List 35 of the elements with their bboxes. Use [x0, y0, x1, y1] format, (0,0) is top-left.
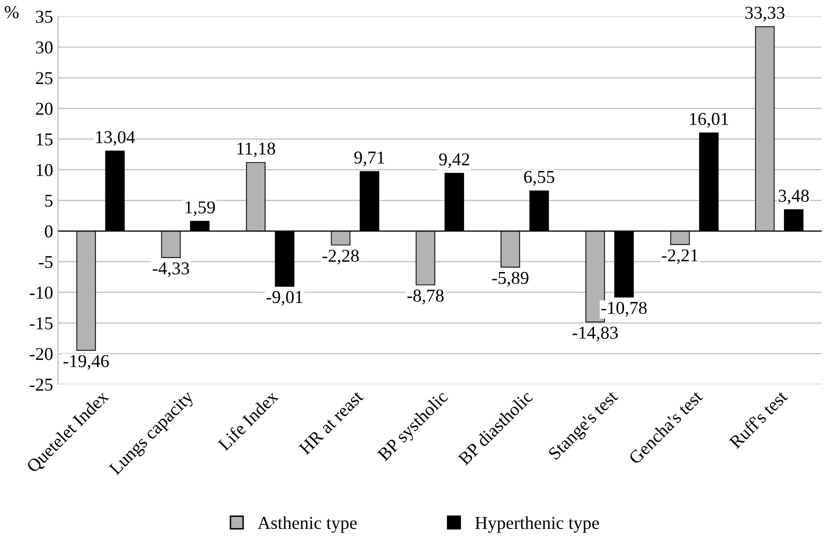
legend-label: Asthenic type [258, 516, 357, 533]
data-label: 1,59 [186, 201, 215, 216]
data-label: 11,18 [237, 142, 276, 158]
data-label: 9,42 [439, 153, 470, 168]
y-tick-label: 10 [36, 164, 53, 176]
data-label: -5,89 [492, 272, 528, 287]
y-tick-label: 15 [36, 133, 53, 146]
y-tick-label: -10 [30, 286, 53, 299]
data-label: -9,01 [266, 290, 302, 306]
y-tick-label: -25 [30, 378, 53, 391]
y-tick-label: 30 [36, 41, 53, 54]
legend-label: Hyperthenic type [475, 516, 599, 533]
y-tick-label: 35 [36, 10, 53, 23]
y-tick-label: 0 [44, 225, 53, 238]
data-label: 9,71 [354, 152, 384, 166]
y-tick-label: 5 [45, 194, 53, 207]
y-tick-label: 25 [36, 72, 53, 84]
data-label: -2,28 [322, 250, 359, 264]
data-label: 33,33 [745, 6, 784, 22]
data-label: -14,83 [572, 326, 618, 342]
data-label: -4,33 [152, 262, 190, 278]
data-label: 3,48 [778, 190, 809, 204]
y-tick-label: -20 [30, 348, 53, 360]
data-label: 16,01 [690, 112, 728, 128]
data-label: -2,21 [662, 249, 698, 264]
data-label: -8,78 [407, 290, 444, 304]
y-tick-label: -15 [30, 317, 53, 330]
x-tick-label: HR at reast [298, 390, 364, 456]
data-label: -19,46 [63, 355, 109, 370]
y-axis-title: % [4, 6, 19, 18]
data-label: -10,78 [601, 302, 647, 317]
y-tick-label: 20 [36, 102, 53, 115]
data-label: 13,04 [96, 131, 135, 146]
data-label: 6,55 [524, 170, 554, 186]
y-tick-label: -5 [38, 256, 53, 268]
